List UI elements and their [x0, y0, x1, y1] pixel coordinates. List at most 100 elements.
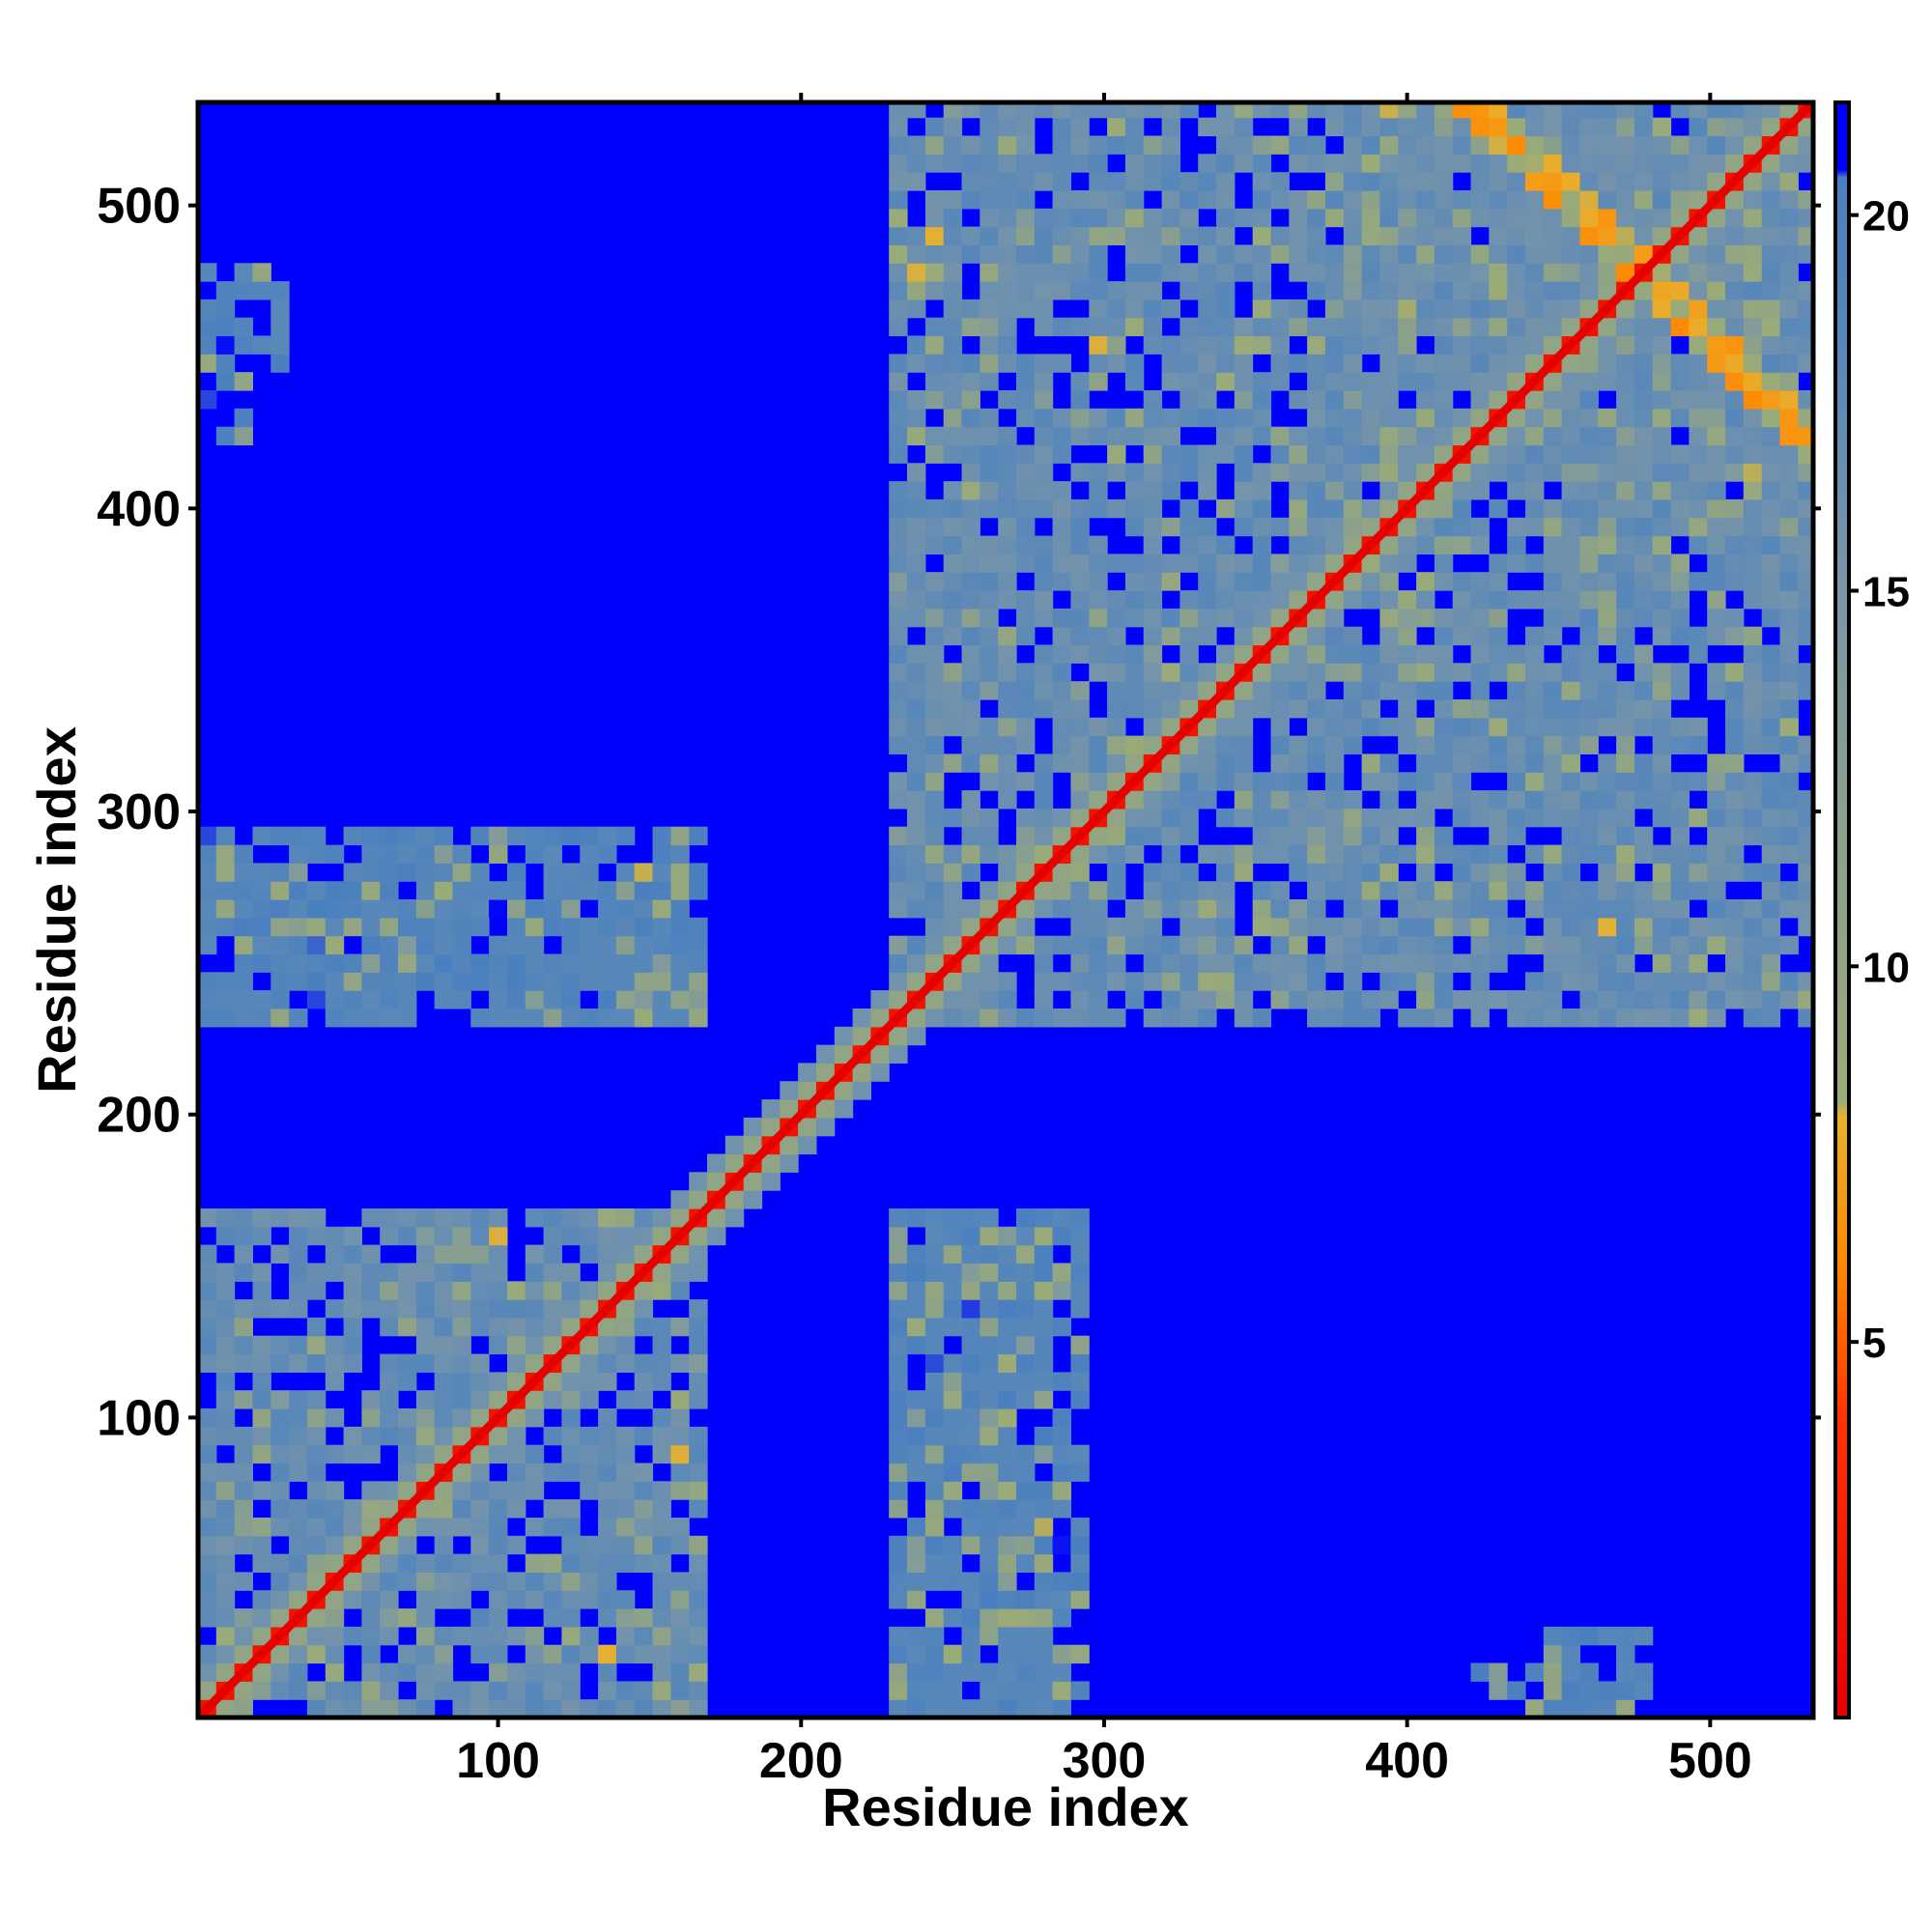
heatmap-cell	[198, 863, 217, 882]
heatmap-cell	[580, 1481, 599, 1500]
heatmap-cell	[1124, 572, 1145, 591]
heatmap-cell	[543, 1009, 562, 1028]
heatmap-cell	[1798, 590, 1813, 610]
heatmap-cell	[1089, 535, 1108, 554]
heatmap-cell	[1616, 408, 1635, 428]
heatmap-cell	[580, 1590, 599, 1609]
heatmap-cell	[1016, 535, 1036, 554]
heatmap-cell	[1434, 244, 1454, 264]
heatmap-cell	[1398, 154, 1417, 173]
heatmap-cell	[1034, 1699, 1054, 1718]
heatmap-cell	[289, 1590, 308, 1609]
heatmap-cell	[1143, 1009, 1163, 1028]
heatmap-cell	[998, 535, 1017, 554]
heatmap-cell	[1434, 517, 1454, 537]
heatmap-cell	[1034, 1662, 1054, 1682]
heatmap-cell	[889, 517, 908, 537]
heatmap-cell	[1398, 117, 1417, 137]
heatmap-cell	[380, 1009, 399, 1028]
heatmap-cell	[652, 1553, 671, 1573]
heatmap-cell	[1089, 663, 1108, 682]
heatmap-cell	[670, 1426, 690, 1446]
heatmap-cell	[1161, 354, 1180, 373]
heatmap-cell	[507, 1662, 526, 1682]
heatmap-cell	[306, 935, 327, 955]
heatmap-cell	[889, 1444, 908, 1464]
heatmap-cell	[507, 917, 526, 937]
heatmap-cell	[670, 863, 690, 882]
heatmap-cell	[1416, 372, 1435, 391]
heatmap-cell	[1434, 317, 1454, 337]
heatmap-cell	[998, 117, 1017, 137]
heatmap-cell	[980, 1208, 999, 1228]
heatmap-cell	[907, 172, 926, 191]
heatmap-cell	[234, 1699, 253, 1718]
heatmap-cell	[1343, 735, 1363, 754]
heatmap-cell	[198, 1572, 217, 1591]
heatmap-cell	[1016, 1481, 1036, 1500]
heatmap-cell	[1452, 226, 1472, 245]
heatmap-cell	[1124, 135, 1145, 155]
heatmap-cell	[598, 953, 617, 973]
heatmap-cell	[1270, 953, 1290, 973]
heatmap-cell	[1379, 554, 1399, 573]
heatmap-cell	[325, 1626, 345, 1646]
heatmap-cell	[1143, 681, 1163, 700]
heatmap-cell	[1089, 626, 1108, 646]
heatmap-cell	[1343, 935, 1363, 955]
heatmap-cell	[1543, 426, 1563, 446]
heatmap-cell	[1689, 117, 1708, 137]
heatmap-cell	[689, 1681, 708, 1700]
heatmap-cell	[1598, 717, 1617, 737]
heatmap-cell	[1507, 753, 1526, 773]
colorbar-tick-label: 10	[1862, 944, 1910, 991]
heatmap-cell	[689, 1535, 708, 1555]
heatmap-cell	[1124, 753, 1145, 773]
heatmap-cell	[924, 990, 945, 1009]
heatmap-cell	[1343, 498, 1363, 519]
heatmap-cell	[452, 1590, 471, 1609]
heatmap-cell	[1270, 717, 1290, 737]
heatmap-cell	[1179, 626, 1199, 646]
heatmap-cell	[961, 699, 980, 719]
heatmap-cell	[598, 826, 617, 846]
heatmap-cell	[543, 1608, 562, 1628]
heatmap-cell	[1034, 372, 1054, 391]
heatmap-cell	[1579, 498, 1599, 519]
heatmap-cell	[398, 1226, 417, 1246]
heatmap-cell	[1743, 517, 1763, 537]
heatmap-cell	[1579, 554, 1599, 573]
heatmap-cell	[1361, 772, 1380, 791]
heatmap-cell	[1434, 953, 1454, 973]
heatmap-cell	[1652, 917, 1672, 937]
heatmap-cell	[1361, 408, 1380, 428]
heatmap-cell	[398, 953, 417, 973]
heatmap-cell	[1234, 953, 1254, 973]
heatmap-cell	[252, 1662, 271, 1682]
heatmap-cell	[561, 1644, 581, 1664]
heatmap-cell	[215, 1481, 236, 1500]
heatmap-cell	[1707, 517, 1726, 537]
heatmap-cell	[980, 590, 999, 610]
heatmap-cell	[1416, 498, 1435, 519]
heatmap-cell	[670, 881, 690, 900]
heatmap-cell	[907, 426, 926, 446]
heatmap-cell	[361, 953, 381, 973]
heatmap-cell	[1289, 463, 1308, 482]
heatmap-cell	[907, 772, 926, 791]
heatmap-cell	[343, 1335, 362, 1355]
heatmap-cell	[1779, 444, 1799, 464]
heatmap-cell	[689, 1699, 708, 1718]
heatmap-cell	[1507, 354, 1526, 373]
heatmap-cell	[1289, 808, 1308, 828]
heatmap-cell	[1270, 335, 1290, 355]
heatmap-cell	[615, 972, 636, 991]
heatmap-cell	[1143, 517, 1163, 537]
heatmap-cell	[1361, 753, 1380, 773]
heatmap-cell	[1143, 790, 1163, 810]
heatmap-cell	[689, 826, 708, 846]
heatmap-cell	[652, 917, 671, 937]
heatmap-cell	[306, 1518, 327, 1537]
heatmap-cell	[1525, 263, 1545, 282]
heatmap-cell	[1707, 899, 1726, 919]
